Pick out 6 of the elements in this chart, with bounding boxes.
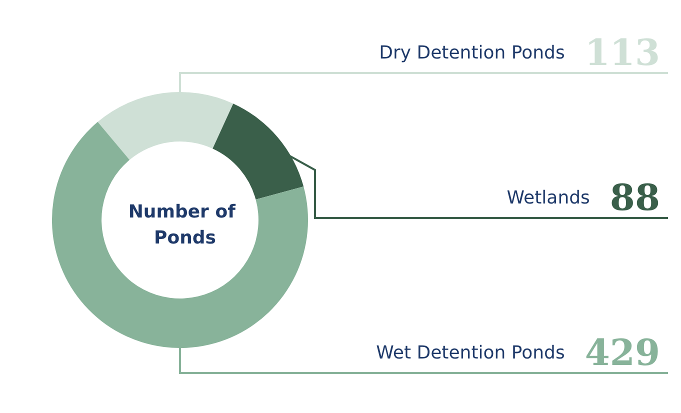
slice-label: Wetlands — [506, 188, 590, 208]
text: Number of Ponds — [128, 202, 242, 248]
data-label: 429 — [584, 332, 660, 374]
slice-label: Dry Detention Ponds — [379, 42, 565, 64]
slice-label: Wet Detention Ponds — [376, 342, 565, 364]
data-label: 88 — [610, 177, 660, 219]
